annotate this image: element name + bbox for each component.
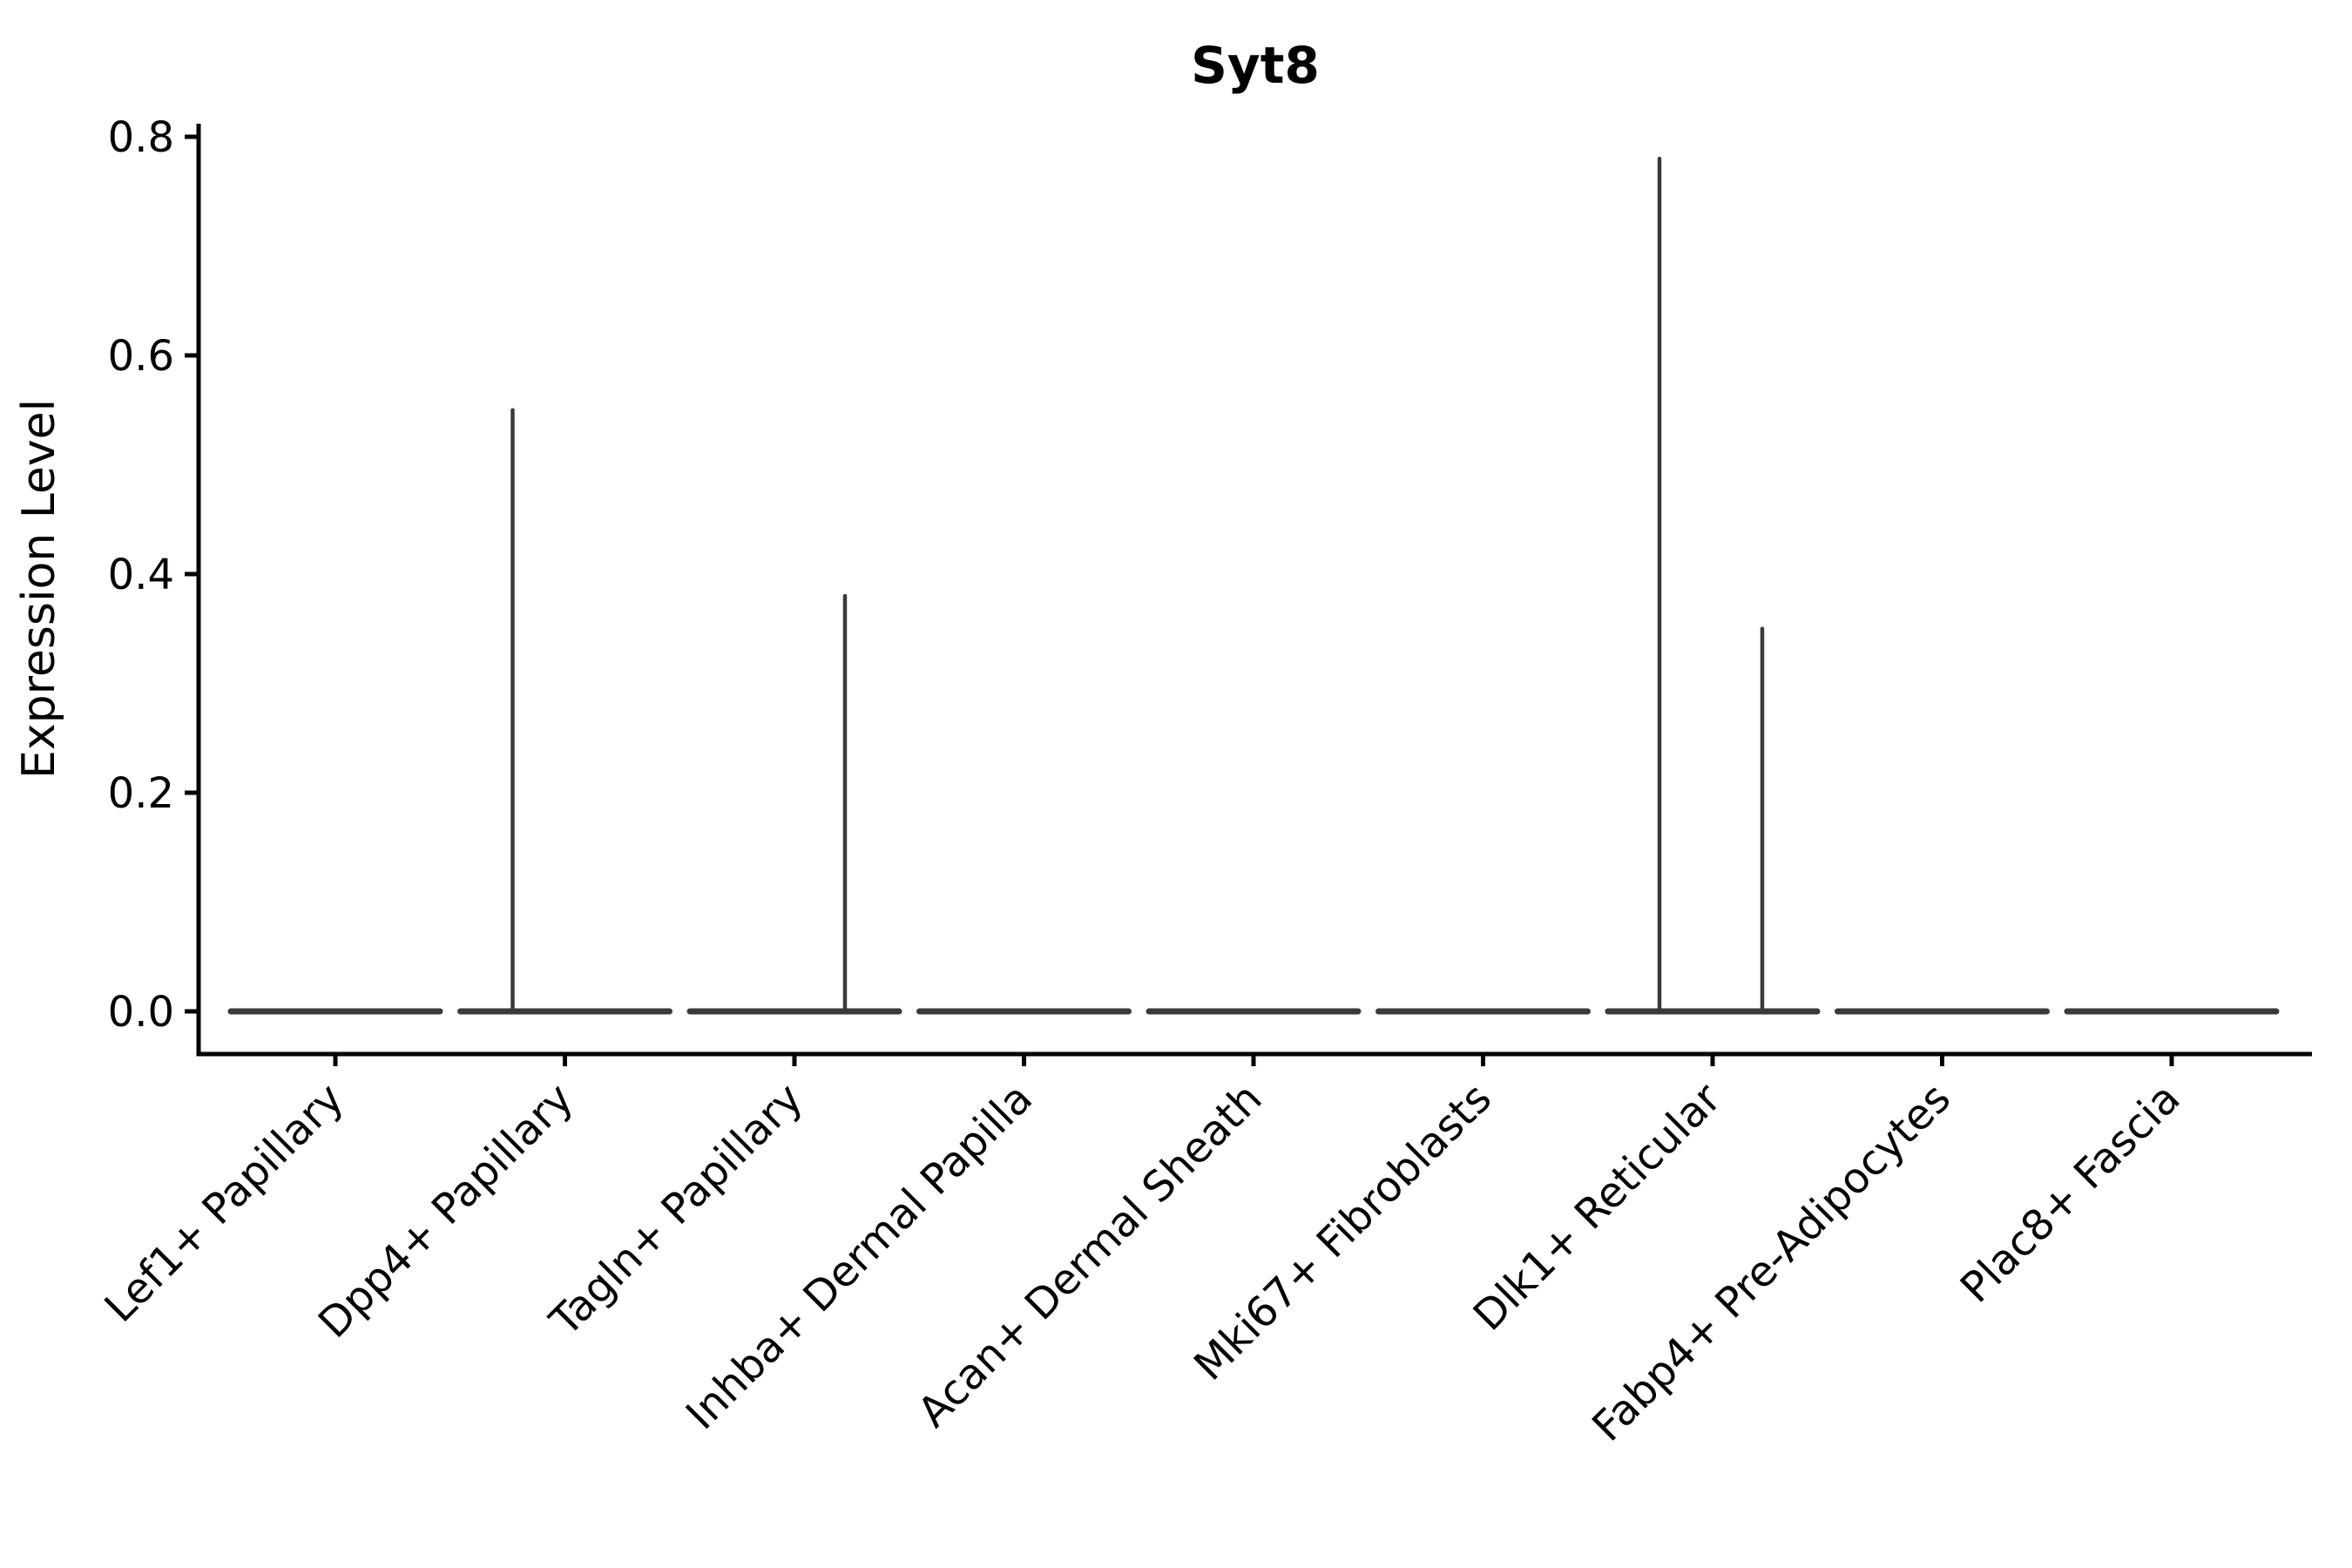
x-tick-label: Tagln+ Papillary [540, 1074, 812, 1346]
y-tick-label: 0.4 [108, 551, 174, 599]
x-tick-label: Plac8+ Fascia [1951, 1074, 2190, 1313]
x-tick-label: Dlk1+ Reticular [1464, 1074, 1731, 1341]
x-tick-label: Lef1+ Papillary [96, 1074, 354, 1332]
x-tick-label: Dpp4+ Papillary [309, 1074, 583, 1348]
violin [457, 408, 672, 1015]
y-tick-label: 0.8 [108, 113, 174, 162]
y-axis-label: Expression Level [13, 399, 65, 779]
violin [686, 593, 902, 1015]
y-tick-label: 0.2 [108, 769, 174, 818]
y-tick-label: 0.6 [108, 332, 174, 381]
violins-group [227, 156, 2280, 1015]
y-tick-label: 0.0 [108, 988, 174, 1037]
violin [1605, 156, 1821, 1015]
chart-title: Syt8 [1191, 36, 1320, 95]
